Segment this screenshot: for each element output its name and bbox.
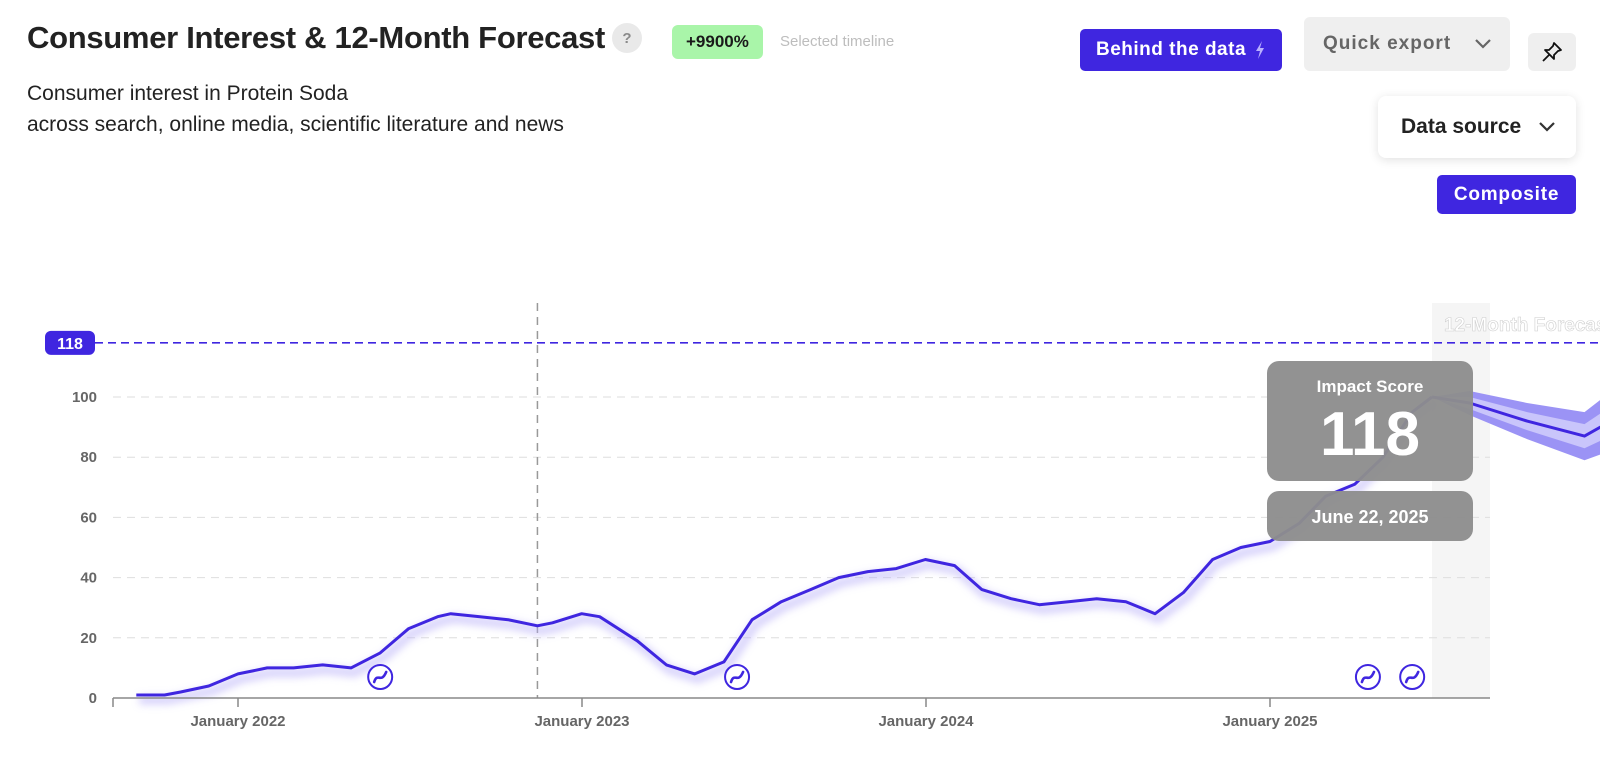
- y-tick-label: 60: [80, 509, 97, 526]
- subtitle: Consumer interest in Protein Soda across…: [27, 78, 564, 140]
- impact-score-title: Impact Score: [1317, 377, 1424, 396]
- behind-the-data-button[interactable]: Behind the data: [1080, 29, 1283, 71]
- impact-date-card: [1267, 491, 1473, 541]
- impact-score-card: [1267, 361, 1473, 481]
- history-line-shadow: [139, 398, 1438, 705]
- subtitle-line-1: Consumer interest in Protein Soda: [27, 82, 348, 105]
- history-line: [136, 395, 1433, 697]
- trend-event-icon[interactable]: [1354, 664, 1381, 690]
- forecast-line: [1431, 395, 1600, 438]
- page-title: Consumer Interest & 12-Month Forecast: [27, 20, 606, 55]
- selected-value-flag: [45, 330, 95, 355]
- chevron-down-icon: [1475, 39, 1491, 49]
- behind-the-data-label: Behind the data: [1096, 39, 1247, 60]
- help-icon[interactable]: ?: [612, 23, 642, 53]
- trend-event-icon[interactable]: [367, 664, 394, 690]
- selected-value-flag-text: 118: [57, 336, 83, 353]
- lightning-icon: [1256, 41, 1265, 59]
- change-badge: +9900%: [672, 25, 763, 59]
- interest-chart: 12-Month Forecast 0 20 40 60 80 100 January 2…: [45, 303, 1600, 730]
- quick-export-button[interactable]: Quick export: [1304, 17, 1510, 71]
- x-tick-label: January 2025: [1222, 713, 1317, 730]
- pin-icon: [1542, 42, 1562, 62]
- subtitle-line-2: across search, online media, scientific …: [27, 113, 564, 136]
- pin-button[interactable]: [1528, 33, 1576, 71]
- change-note: Selected timeline: [780, 33, 895, 50]
- x-tick-label: January 2022: [190, 713, 285, 730]
- y-tick-label: 100: [72, 389, 97, 406]
- chevron-down-icon: [1539, 122, 1555, 132]
- y-tick-label: 20: [80, 630, 97, 647]
- y-tick-label: 40: [80, 570, 97, 587]
- forecast-label: 12-Month Forecast: [1444, 315, 1600, 336]
- trend-event-icon[interactable]: [1399, 664, 1426, 690]
- y-tick-label: 80: [80, 449, 97, 466]
- data-source-dropdown[interactable]: Data source: [1378, 96, 1576, 158]
- x-tick-label: January 2023: [534, 713, 629, 730]
- trend-event-icon[interactable]: [724, 664, 751, 690]
- forecast-band-inner: [1432, 397, 1600, 449]
- impact-score-value: 118: [1320, 400, 1420, 469]
- data-source-label: Data source: [1401, 115, 1522, 138]
- composite-button[interactable]: Composite: [1437, 175, 1576, 214]
- y-tick-label: 0: [89, 690, 97, 707]
- x-tick-label: January 2024: [878, 713, 974, 730]
- impact-date-text: June 22, 2025: [1311, 507, 1428, 527]
- quick-export-label: Quick export: [1323, 33, 1452, 54]
